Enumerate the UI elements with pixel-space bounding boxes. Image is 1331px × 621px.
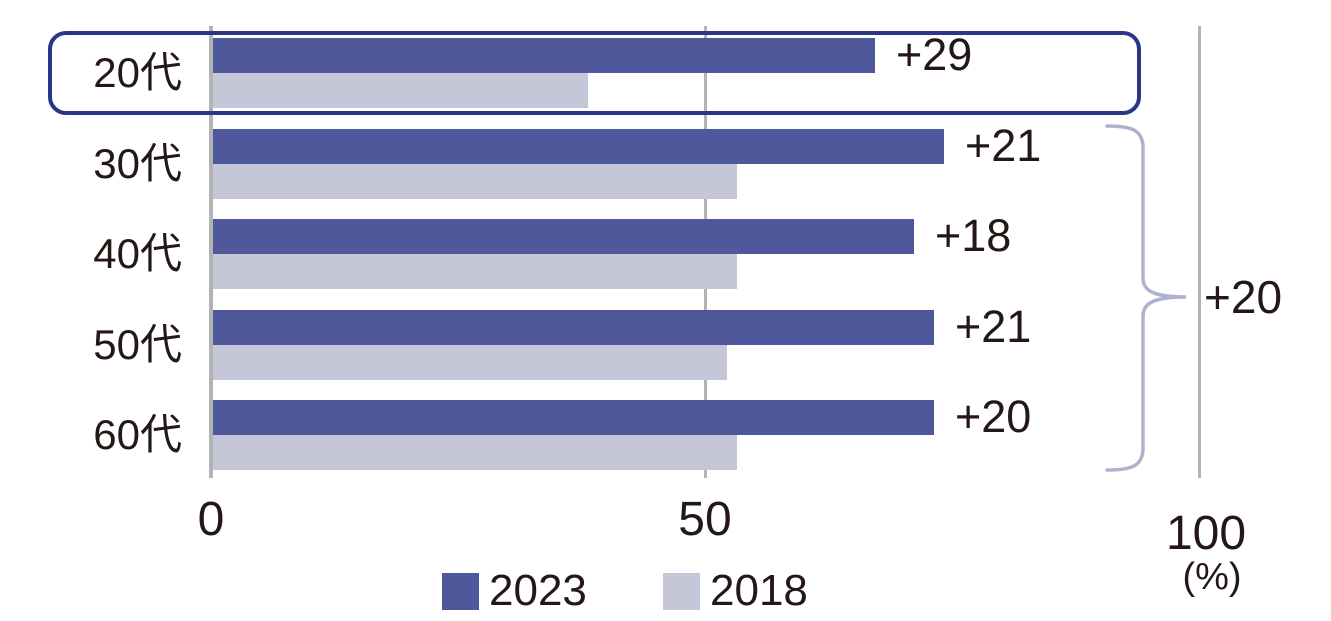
category-label: 50代 [93, 320, 182, 368]
bar-2023 [213, 38, 875, 73]
x-axis-unit: (%) [1182, 556, 1242, 598]
bar-2018 [213, 73, 588, 108]
x-tick-100: 100 [1165, 507, 1247, 560]
highlight-box-20s [48, 31, 1141, 115]
bar-2018 [213, 344, 727, 380]
category-label: 30代 [93, 139, 182, 187]
bar-diff-label: +21 [965, 119, 1042, 171]
category-label: 60代 [93, 411, 182, 458]
gridline-0-axis [209, 26, 213, 478]
bar-diff-label: +18 [935, 210, 1012, 261]
bar-2023 [213, 309, 934, 345]
bar-diff-label: +20 [955, 391, 1032, 442]
legend-item-2018: 2018 [663, 566, 808, 615]
legend-swatch-2023 [442, 572, 479, 610]
bar-2023 [213, 219, 914, 254]
x-tick-50: 50 [678, 493, 732, 546]
category-label: 40代 [93, 230, 182, 277]
bar-diff-label: +21 [955, 300, 1032, 352]
group-brace-path [1105, 124, 1187, 472]
group-brace [1105, 124, 1187, 472]
legend-label-2018: 2018 [710, 566, 808, 615]
bar-2018 [213, 435, 737, 470]
bar-2023 [213, 128, 944, 164]
gridline-100 [1198, 26, 1201, 478]
x-tick-0: 0 [197, 493, 225, 546]
legend-item-2023: 2023 [442, 566, 587, 615]
legend-label-2023: 2023 [489, 566, 587, 615]
legend-swatch-2018 [663, 572, 700, 610]
group-diff-label: +20 [1204, 271, 1283, 323]
category-label: 20代 [93, 49, 182, 96]
bar-diff-label: +29 [896, 29, 973, 80]
bar-2023 [213, 400, 934, 435]
bar-2018 [213, 254, 737, 289]
bar-2018 [213, 163, 737, 199]
